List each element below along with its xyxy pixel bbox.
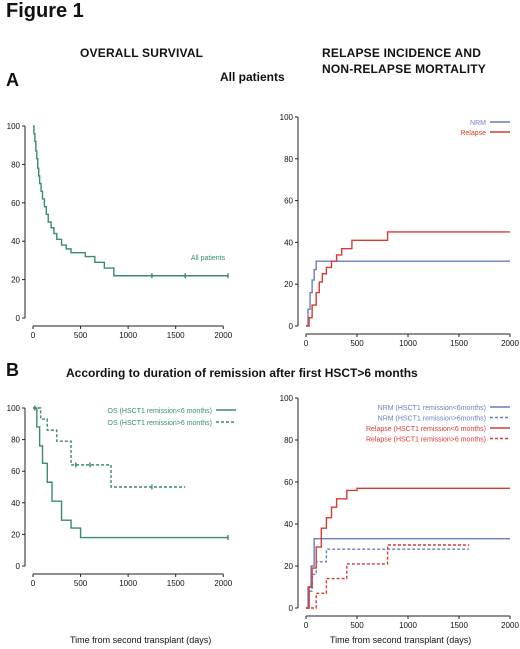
legend-label: NRM (HSCT1 remission<6months) xyxy=(378,405,486,412)
y-tick-label: 20 xyxy=(284,562,293,571)
series-line-0 xyxy=(33,125,228,277)
series-label: All patients xyxy=(191,255,226,262)
y-tick-label: 0 xyxy=(289,322,294,331)
x-tick-label: 500 xyxy=(350,621,364,630)
x-tick-label: 500 xyxy=(74,579,88,588)
overall-survival-heading: OVERALL SURVIVAL xyxy=(80,46,204,60)
x-tick-label: 1500 xyxy=(167,579,185,588)
series-line-0 xyxy=(306,538,510,609)
series-line-0 xyxy=(306,260,510,327)
x-tick-label: 1500 xyxy=(450,339,468,348)
y-tick-label: 80 xyxy=(11,160,20,169)
y-tick-label: 100 xyxy=(7,122,21,131)
legend-label: Relapse (HSCT1 remission>6 months) xyxy=(366,437,486,444)
x-tick-label: 500 xyxy=(74,331,88,340)
x-tick-label: 1500 xyxy=(167,331,185,340)
panel-b-title: According to duration of remission after… xyxy=(66,366,418,380)
series-line-1 xyxy=(306,231,510,327)
y-tick-label: 0 xyxy=(289,604,294,613)
series-line-0 xyxy=(33,407,228,539)
y-tick-label: 60 xyxy=(284,478,293,487)
y-tick-label: 100 xyxy=(280,394,294,403)
x-axis-label-left: Time from second transplant (days) xyxy=(70,635,212,645)
y-tick-label: 0 xyxy=(16,314,21,323)
y-tick-label: 60 xyxy=(11,467,20,476)
y-tick-label: 100 xyxy=(7,404,21,413)
x-tick-label: 2000 xyxy=(214,331,232,340)
relapse-heading-line1: RELAPSE INCIDENCE AND xyxy=(322,46,482,60)
y-tick-label: 100 xyxy=(280,113,294,122)
y-tick-label: 20 xyxy=(11,276,20,285)
series-line-1 xyxy=(33,407,186,488)
legend-label: OS (HSCT1 remission<6 months) xyxy=(108,408,212,415)
y-tick-label: 40 xyxy=(11,237,20,246)
x-tick-label: 2000 xyxy=(501,339,519,348)
legend-label: NRM (HSCT1 remission>6months) xyxy=(378,416,486,423)
x-tick-label: 1000 xyxy=(399,621,417,630)
y-tick-label: 40 xyxy=(11,499,20,508)
y-tick-label: 60 xyxy=(11,199,20,208)
x-axis-label-right: Time from second transplant (days) xyxy=(330,635,472,645)
x-tick-label: 500 xyxy=(350,339,364,348)
y-tick-label: 60 xyxy=(284,197,293,206)
x-tick-label: 0 xyxy=(31,331,36,340)
x-tick-label: 1000 xyxy=(119,331,137,340)
x-tick-label: 0 xyxy=(31,579,36,588)
y-tick-label: 80 xyxy=(284,155,293,164)
figure-title: Figure 1 xyxy=(6,0,84,22)
y-tick-label: 80 xyxy=(11,436,20,445)
x-tick-label: 0 xyxy=(304,339,309,348)
y-tick-label: 80 xyxy=(284,436,293,445)
x-tick-label: 0 xyxy=(304,621,309,630)
x-tick-label: 2000 xyxy=(501,621,519,630)
legend-label: Relapse xyxy=(460,130,486,137)
legend-label: Relapse (HSCT1 remission<6 months) xyxy=(366,426,486,433)
relapse-heading-line2: NON-RELAPSE MORTALITY xyxy=(322,62,486,76)
series-line-3 xyxy=(306,544,470,609)
y-tick-label: 20 xyxy=(284,280,293,289)
y-tick-label: 20 xyxy=(11,530,20,539)
x-tick-label: 1500 xyxy=(450,621,468,630)
panel-a-title: All patients xyxy=(220,70,285,84)
y-tick-label: 40 xyxy=(284,238,293,247)
y-tick-label: 0 xyxy=(16,562,21,571)
legend-label: NRM xyxy=(470,120,486,127)
series-line-2 xyxy=(306,487,510,609)
x-tick-label: 2000 xyxy=(214,579,232,588)
x-tick-label: 1000 xyxy=(399,339,417,348)
y-tick-label: 40 xyxy=(284,520,293,529)
x-tick-label: 1000 xyxy=(119,579,137,588)
panel-b-letter: B xyxy=(6,360,19,380)
panel-a-letter: A xyxy=(6,70,19,90)
legend-label: OS (HSCT1 remission>6 months) xyxy=(108,420,212,427)
